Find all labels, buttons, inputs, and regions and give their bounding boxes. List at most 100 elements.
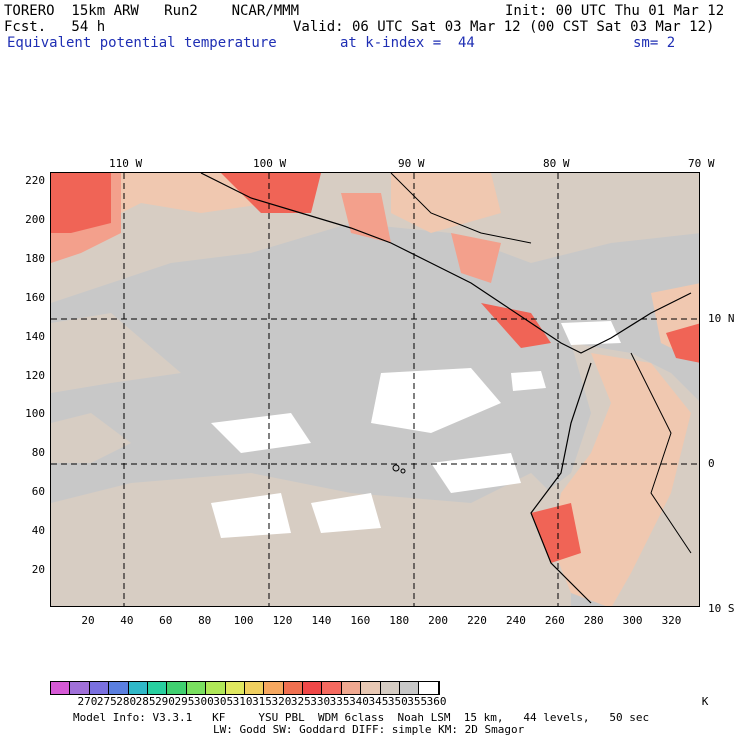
galapagos-island: [392, 464, 400, 472]
level-info: at k-index = 44: [340, 35, 475, 51]
colorbar-label: 285: [135, 695, 156, 708]
model-info: Model Info: V3.3.1 KF YSU PBL WDM 6class…: [73, 711, 650, 724]
red-region-peru: [531, 503, 581, 563]
x-tick-label: 120: [272, 614, 293, 627]
colorbar-swatch: [225, 682, 245, 694]
colorbar-swatch: [322, 682, 342, 694]
lon-label-70w: 70 W: [688, 157, 715, 170]
colorbar-label: 330: [310, 695, 331, 708]
colorbar-label: 305: [213, 695, 234, 708]
galapagos-island: [400, 468, 406, 474]
lon-label-80w: 80 W: [543, 157, 570, 170]
init-time: Init: 00 UTC Thu 01 Mar 12: [505, 3, 725, 19]
colorbar-swatch: [244, 682, 265, 694]
border-andes: [630, 352, 692, 554]
red-region-northwest: [51, 173, 111, 233]
x-tick-label: 100: [233, 614, 254, 627]
salmon-region-honduras: [451, 233, 501, 283]
valid-time: Valid: 06 UTC Sat 03 Mar 12 (00 CST Sat …: [293, 19, 715, 35]
colorbar-swatch: [264, 682, 284, 694]
white-patch-central: [371, 368, 501, 433]
y-tick-label: 140: [25, 329, 45, 343]
colorbar-label: 280: [116, 695, 137, 708]
colorbar-swatch: [380, 682, 401, 694]
model-title: TORERO 15km ARW Run2 NCAR/MMM: [4, 3, 300, 19]
red-region-costa-rica: [481, 303, 551, 348]
x-tick-label: 40: [120, 614, 134, 627]
x-tick-label: 220: [467, 614, 487, 627]
peach-region-yucatan: [391, 173, 501, 233]
lat-label-10n: 10 N: [708, 312, 735, 325]
colorbar-label: 345: [368, 695, 389, 708]
colorbar-label: 315: [252, 695, 272, 708]
colorbar-label: 340: [349, 695, 369, 708]
white-patch-panama: [561, 321, 621, 345]
x-tick-label: 200: [428, 614, 449, 627]
x-tick-label: 300: [622, 614, 643, 627]
x-tick-label: 80: [198, 614, 212, 627]
colorbar-label: 290: [155, 695, 175, 708]
colorbar-swatch: [361, 682, 381, 694]
x-tick-label: 160: [350, 614, 371, 627]
peach-region-andes: [551, 353, 691, 606]
warm-band-south: [51, 473, 571, 606]
white-patch-southwest: [211, 493, 291, 538]
x-tick-label: 60: [159, 614, 173, 627]
colorbar-swatch: [51, 682, 71, 694]
white-patch-south: [311, 493, 381, 533]
lon-label-110w: 110 W: [109, 157, 143, 170]
x-tick-label: 180: [389, 614, 410, 627]
colorbar-swatch: [283, 682, 304, 694]
y-tick-label: 100: [25, 407, 45, 421]
warm-patch-west: [51, 313, 181, 393]
colorbar-label: 310: [232, 695, 253, 708]
white-patch-east: [511, 371, 546, 391]
colorbar-label: 355: [407, 695, 428, 708]
colorbar-label: 295: [174, 695, 195, 708]
y-tick-label: 180: [25, 251, 45, 265]
x-tick-label: 320: [661, 614, 682, 627]
lon-label-90w: 90 W: [398, 157, 425, 170]
white-patch-west: [211, 413, 311, 453]
colorbar-swatch: [303, 682, 323, 694]
x-tick-label: 140: [311, 614, 332, 627]
y-tick-label: 200: [25, 212, 45, 226]
graticule: [51, 173, 699, 606]
physics-info: LW: Godd SW: Goddard DIFF: simple KM: 2D…: [213, 723, 525, 736]
coastline-central-america: [200, 173, 692, 354]
forecast-hour: Fcst. 54 h: [4, 19, 106, 35]
y-tick-label: 20: [31, 563, 45, 576]
colorbar: [50, 681, 440, 695]
warm-patch-southwest: [51, 413, 131, 463]
colorbar-swatch: [167, 682, 187, 694]
white-patch-galapagos: [431, 453, 521, 493]
colorbar-label: 270: [77, 695, 98, 708]
colorbar-swatch: [70, 682, 90, 694]
y-tick-label: 40: [31, 524, 45, 538]
x-tick-label: 240: [505, 614, 526, 627]
lat-label-10s: 10 S: [708, 602, 735, 615]
y-tick-label: 60: [31, 485, 45, 499]
colorbar-swatch: [206, 682, 226, 694]
y-tick-label: 80: [31, 446, 45, 460]
colorbar-swatch: [400, 682, 420, 694]
colorbar-swatch: [147, 682, 168, 694]
x-tick-label: 280: [583, 614, 604, 627]
colorbar-swatch: [128, 682, 148, 694]
field-name: Equivalent potential temperature: [7, 35, 277, 51]
y-tick-label: 160: [25, 290, 45, 304]
salmon-region-guatemala: [341, 193, 391, 243]
map-panel: [50, 172, 700, 607]
colorbar-label: 300: [193, 695, 214, 708]
x-tick-label: 20: [81, 614, 95, 627]
colorbar-label: 335: [329, 695, 350, 708]
lon-label-100w: 100 W: [253, 157, 287, 170]
colorbar-label: 275: [96, 695, 117, 708]
colorbar-label: 360: [426, 695, 447, 708]
smoothing-info: sm= 2: [633, 35, 676, 51]
colorbar-swatch: [89, 682, 110, 694]
colorbar-swatch: [341, 682, 362, 694]
x-tick-label: 260: [544, 614, 565, 627]
colorbar-label: 325: [290, 695, 311, 708]
y-tick-label: 220: [25, 174, 45, 187]
